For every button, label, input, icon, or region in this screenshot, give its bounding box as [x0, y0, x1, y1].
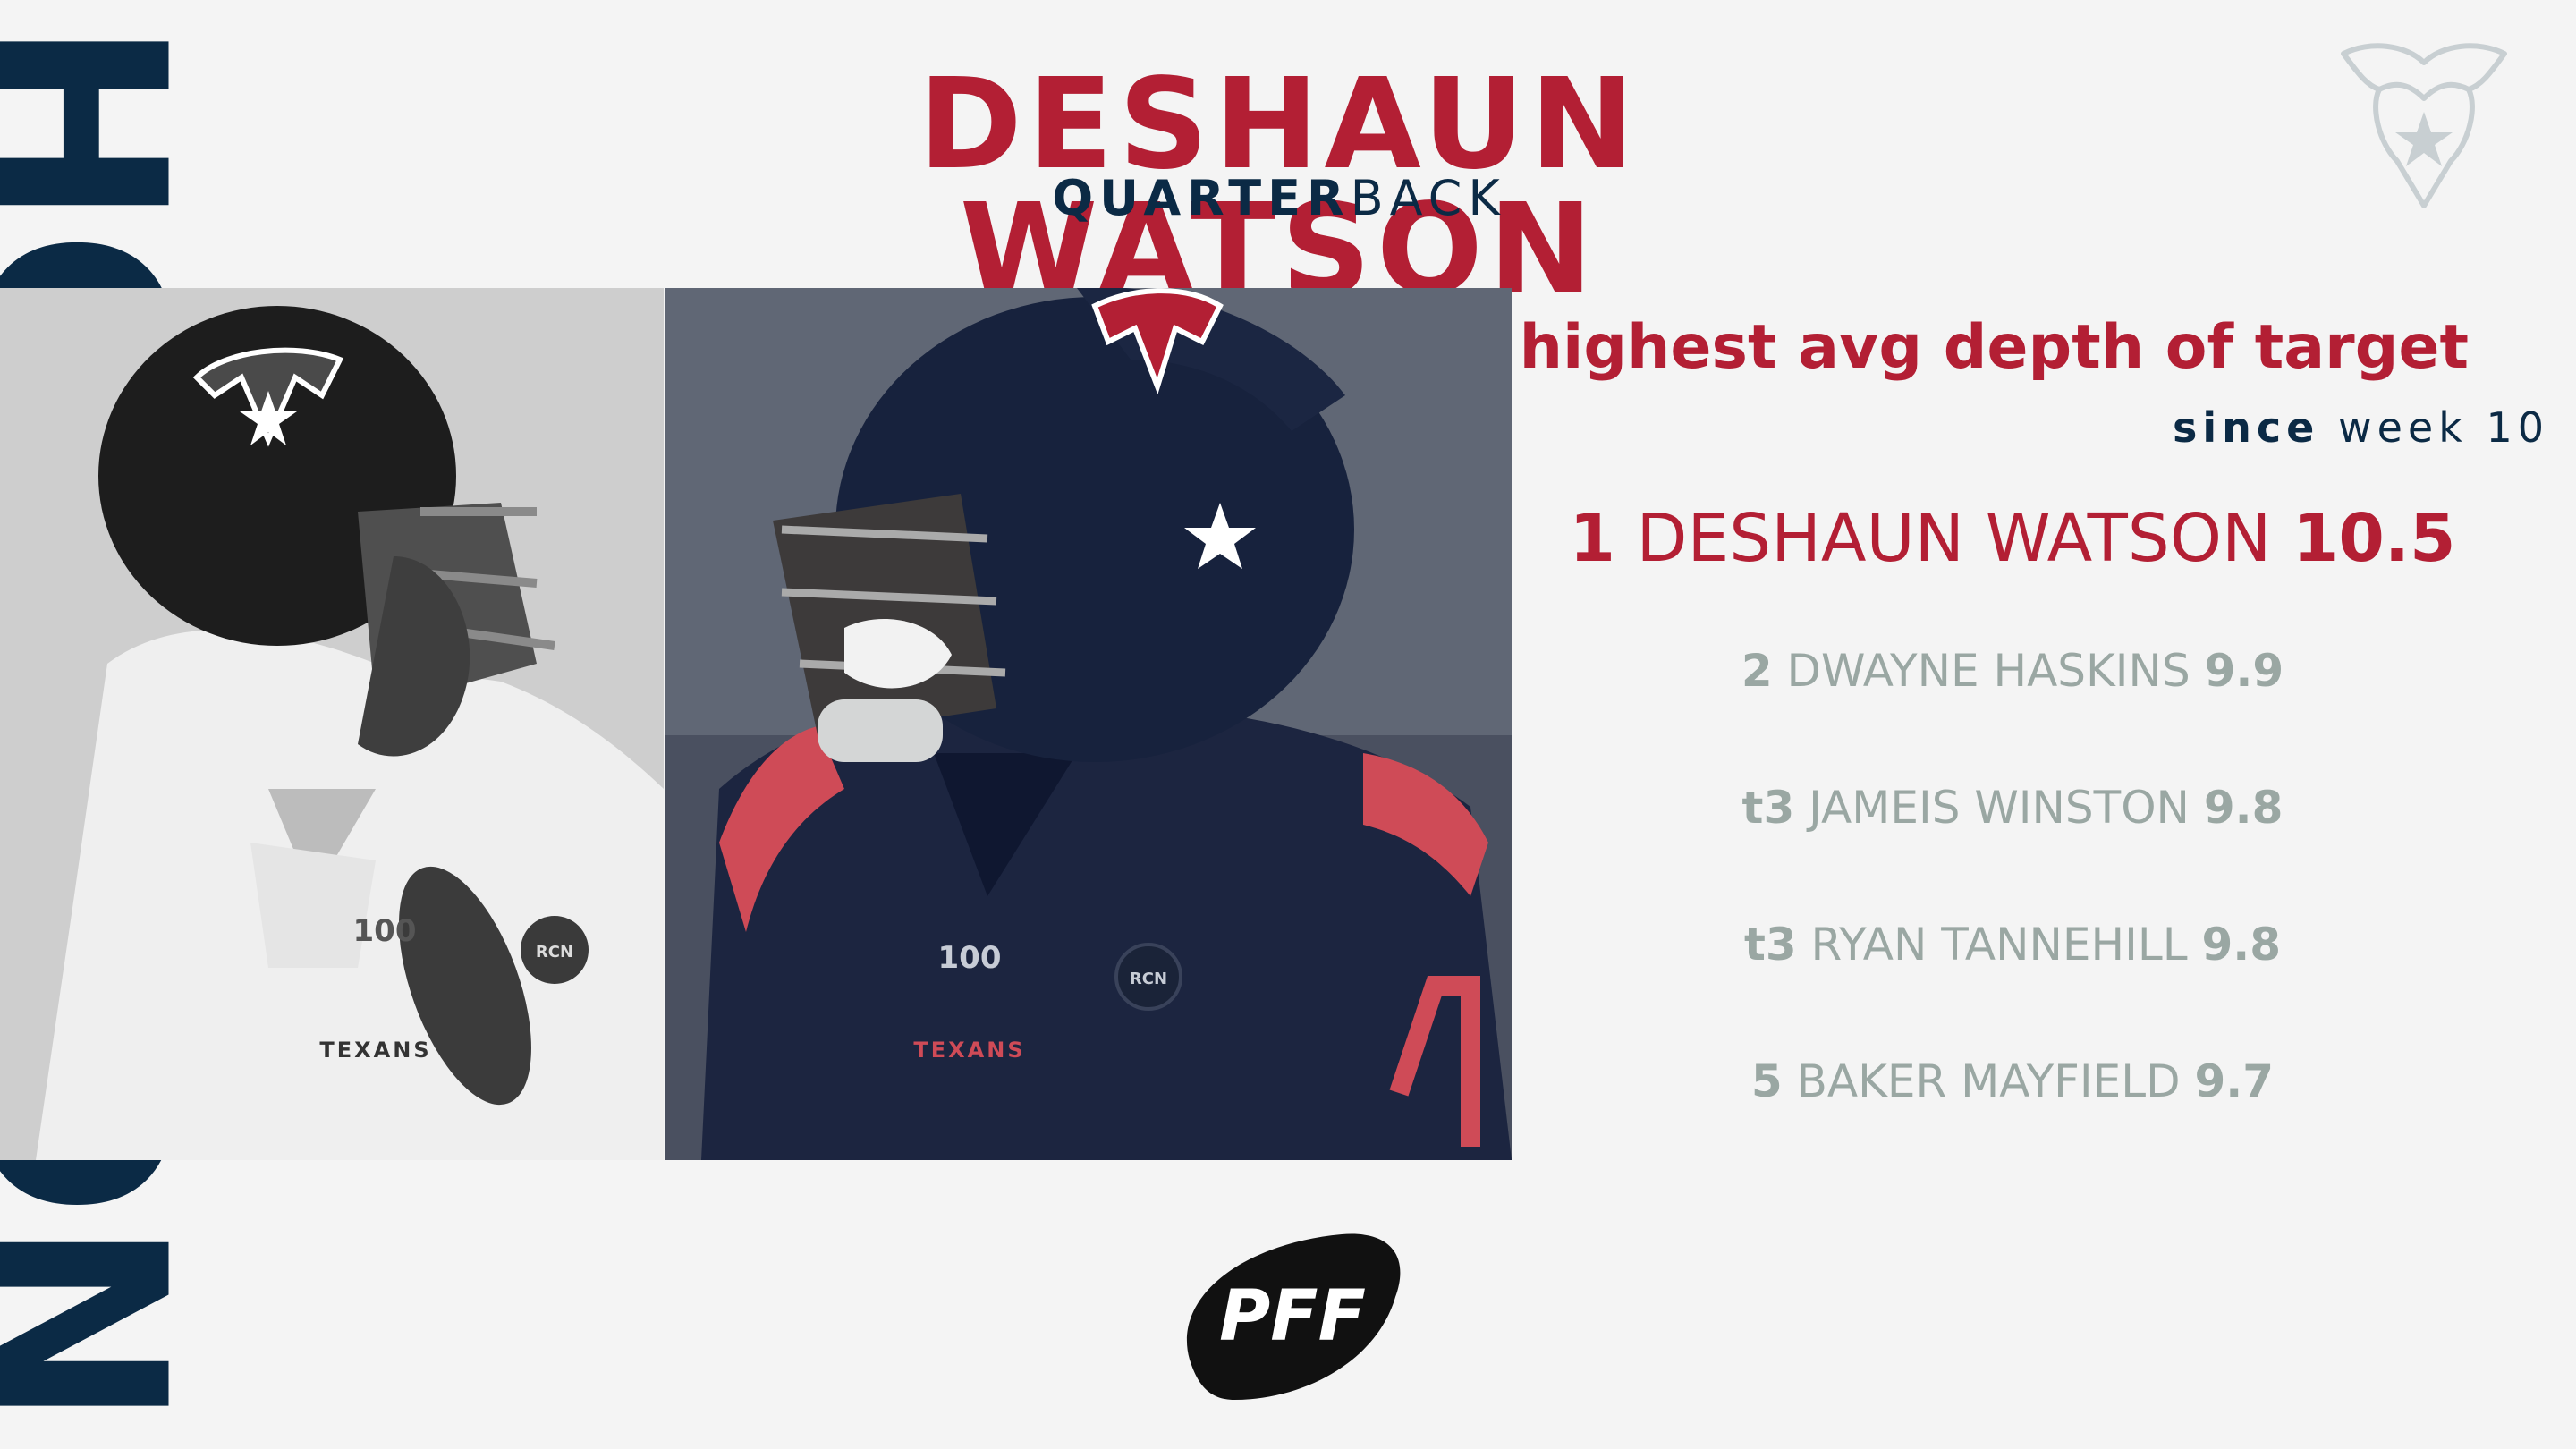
anniversary-logo-text-color: 100: [938, 940, 1002, 976]
position-normal: BACK: [1350, 170, 1506, 226]
rank-number: 1: [1569, 500, 1616, 577]
rank-number: 2: [1741, 645, 1773, 697]
player-name: JAMEIS WINSTON: [1809, 782, 2190, 834]
stat-heading: highest avg depth of target: [1519, 312, 2469, 383]
ranking-row-3: t3 JAMEIS WINSTON 9.8: [1521, 785, 2504, 830]
position-subtitle: QUARTERBACK: [984, 174, 1574, 223]
pff-logo: PFF: [1186, 1233, 1401, 1400]
ranking-row-4: t3 RYAN TANNEHILL 9.8: [1521, 922, 2504, 967]
rcn-patch-text: RCN: [536, 943, 573, 962]
stat-value: 9.9: [2204, 645, 2284, 697]
player-photo-grayscale: RCN 100 TEXANS: [0, 288, 664, 1160]
position-bold: QUARTER: [1052, 170, 1351, 226]
stat-subheading: since week 10: [1968, 407, 2549, 448]
player-name-title: DESHAUN WATSON: [918, 52, 1640, 323]
texans-logo-icon: [2341, 43, 2507, 208]
stat-subheading-normal: week 10: [2319, 403, 2549, 452]
stat-value: 9.8: [2203, 782, 2284, 834]
player-name: RYAN TANNEHILL: [1810, 919, 2188, 970]
rank-number: t3: [1741, 782, 1795, 834]
stat-subheading-bold: since: [2172, 403, 2320, 452]
player-name: DESHAUN WATSON: [1636, 500, 2272, 577]
player-name: BAKER MAYFIELD: [1796, 1055, 2181, 1107]
rank-number: 5: [1750, 1055, 1783, 1107]
player-name: DWAYNE HASKINS: [1786, 645, 2190, 697]
pff-logo-text: PFF: [1219, 1276, 1366, 1357]
rank-number: t3: [1743, 919, 1797, 970]
player-photo-color: RCN 100 TEXANS: [665, 288, 1512, 1160]
ranking-row-2: 2 DWAYNE HASKINS 9.9: [1521, 648, 2504, 693]
ranking-row-1: 1 DESHAUN WATSON 10.5: [1521, 505, 2504, 572]
stat-value: 9.8: [2201, 919, 2282, 970]
player-photos: RCN 100 TEXANS RCN 100 TEXANS: [0, 288, 1512, 1160]
stat-value: 9.7: [2194, 1055, 2275, 1107]
jersey-text-right: TEXANS: [913, 1038, 1025, 1063]
rcn-patch-text-color: RCN: [1130, 970, 1167, 988]
anniversary-logo-text: 100: [353, 913, 417, 949]
ranking-row-5: 5 BAKER MAYFIELD 9.7: [1521, 1059, 2504, 1104]
jersey-text-left: TEXANS: [319, 1038, 431, 1063]
stat-value: 10.5: [2292, 500, 2456, 577]
